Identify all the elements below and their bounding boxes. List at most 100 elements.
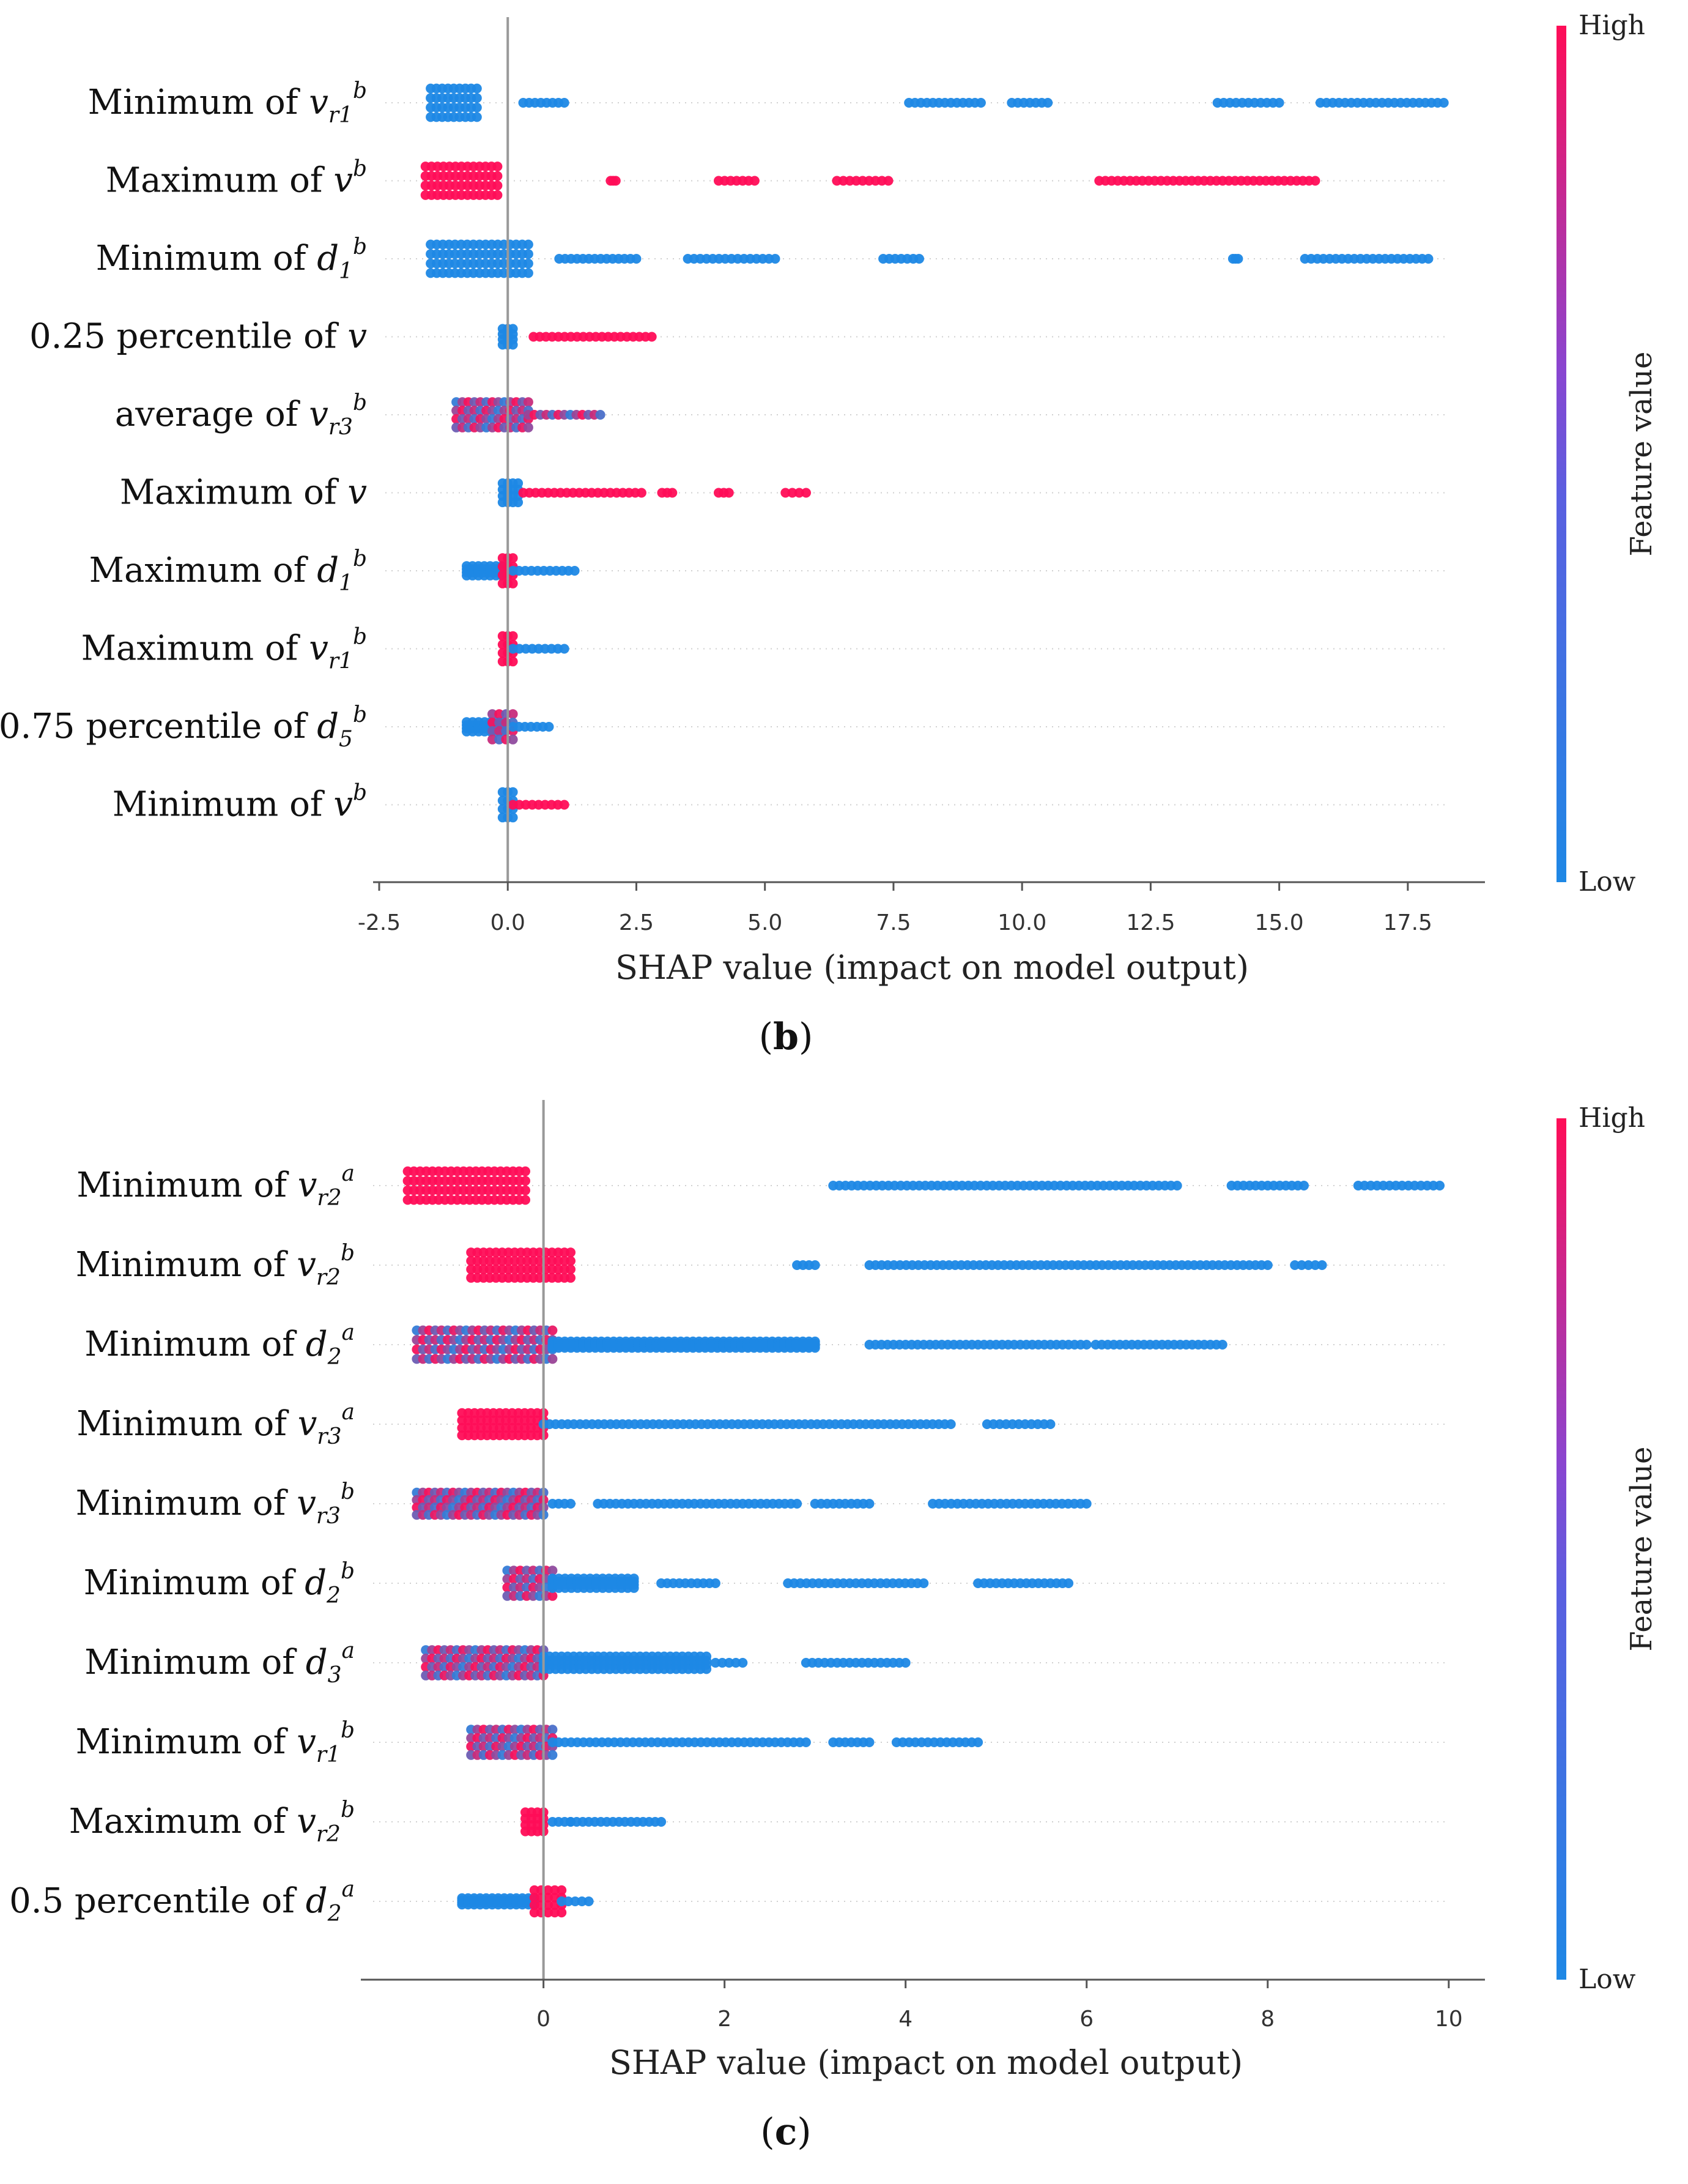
shap-point	[792, 1499, 802, 1509]
shap-point	[508, 787, 518, 797]
feature-dots	[497, 631, 569, 667]
shap-point	[801, 488, 811, 498]
feature-label: Maximum of vr1b	[81, 625, 367, 674]
shap-point	[529, 1907, 539, 1918]
shap-point	[523, 397, 533, 407]
shap-point	[1274, 98, 1284, 108]
shap-point	[487, 726, 497, 736]
shap-point	[547, 1325, 558, 1335]
shap-point	[1299, 1181, 1309, 1190]
shap-point	[731, 1658, 741, 1668]
shap-point	[631, 254, 642, 264]
shap-point	[724, 1658, 735, 1668]
shap-point	[563, 1896, 574, 1906]
shap-point	[1423, 254, 1434, 264]
colorbar	[1557, 26, 1566, 882]
shap-point	[550, 1907, 560, 1918]
feature-dots	[462, 553, 580, 589]
shap-point	[1045, 1419, 1056, 1429]
shap-point	[1435, 1181, 1445, 1190]
shap-point	[487, 734, 497, 745]
shap-point	[547, 1725, 558, 1735]
feature-dots	[451, 397, 605, 433]
shap-point	[717, 1658, 727, 1668]
x-tick-label: 10	[1435, 2007, 1463, 2032]
shap-point	[610, 176, 621, 186]
shap-point	[1081, 1499, 1092, 1509]
x-tick-label: 5.0	[747, 910, 782, 935]
shap-point	[667, 488, 678, 498]
shap-point	[566, 1499, 576, 1509]
shap-point	[520, 1166, 530, 1176]
shap-point	[547, 1566, 558, 1576]
shap-point	[577, 1896, 587, 1906]
shap-point	[472, 83, 482, 94]
feature-dots	[457, 1408, 1056, 1441]
shap-point	[508, 631, 518, 641]
shap-point	[472, 112, 482, 122]
x-tick-label: 8	[1260, 2007, 1275, 2032]
panel-caption: (b)	[759, 1016, 813, 1058]
feature-label: Minimum of vr3a	[76, 1400, 355, 1449]
shap-point	[570, 1896, 580, 1906]
shap-point	[520, 1176, 530, 1186]
shap-point	[529, 1885, 539, 1895]
shap-point	[508, 340, 518, 350]
shap-point	[780, 488, 791, 498]
shap-point	[520, 1195, 530, 1205]
shap-point	[492, 171, 503, 181]
shap-point	[508, 812, 518, 823]
shap-point	[787, 488, 798, 498]
feature-label: Maximum of vb	[106, 157, 367, 201]
shap-point	[492, 162, 503, 172]
feature-label: average of vr3b	[115, 390, 367, 440]
feature-dots	[402, 1166, 1445, 1205]
shap-point	[566, 1272, 576, 1283]
x-tick-label: 17.5	[1383, 910, 1432, 935]
feature-label: Minimum of vr1b	[88, 78, 367, 128]
shap-point	[472, 93, 482, 103]
shap-point	[701, 1664, 712, 1674]
feature-dots	[462, 709, 554, 745]
shap-point	[508, 578, 518, 589]
feature-dots	[457, 1885, 594, 1918]
shap-point	[543, 1907, 553, 1918]
shap-point	[487, 709, 497, 719]
feature-label: Minimum of d2a	[84, 1320, 355, 1370]
shap-point	[1310, 1260, 1320, 1270]
shap-point	[569, 566, 580, 576]
shap-point	[494, 709, 505, 719]
feature-label: 0.25 percentile of v	[29, 317, 367, 357]
shap-point	[508, 734, 518, 745]
feature-dots	[466, 1247, 1327, 1283]
shap-point	[529, 1900, 539, 1911]
shap-point	[1297, 1260, 1307, 1270]
shap-point	[494, 718, 505, 728]
panel-c: Minimum of vr2a Minimum of vr2b Minimum of…	[9, 1100, 1659, 2153]
shap-point	[1043, 98, 1053, 108]
shap-point	[559, 800, 569, 810]
shap-point	[508, 656, 518, 667]
shap-point	[975, 98, 986, 108]
shap-point	[508, 709, 518, 719]
feature-label: 0.5 percentile of d2a	[9, 1877, 355, 1926]
shap-point	[595, 410, 605, 420]
shap-point	[919, 1578, 929, 1588]
shap-point	[492, 180, 503, 191]
shap-point	[559, 644, 569, 654]
shap-point	[646, 332, 657, 342]
shap-point	[566, 1264, 576, 1274]
shap-point	[543, 1885, 553, 1895]
shap-point	[794, 488, 804, 498]
shap-point	[1064, 1578, 1074, 1588]
shap-point	[523, 239, 533, 250]
shap-point	[557, 1907, 567, 1918]
feature-label: Minimum of vb	[113, 781, 367, 825]
feature-label: Maximum of vr2b	[69, 1797, 355, 1847]
shap-point	[864, 1737, 875, 1747]
shap-point	[557, 1885, 567, 1895]
x-tick-label: -2.5	[358, 910, 401, 935]
feature-label: Minimum of d2b	[84, 1559, 355, 1608]
shap-point	[636, 488, 646, 498]
feature-label: Minimum of vr2a	[76, 1161, 355, 1211]
